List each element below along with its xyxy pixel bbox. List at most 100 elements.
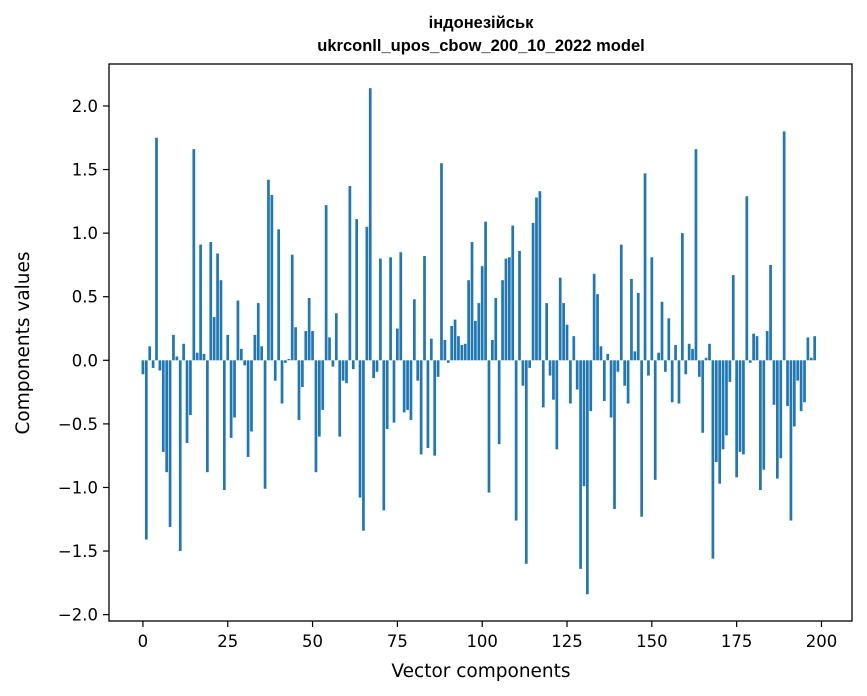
y-tick-label: −1.5 xyxy=(58,542,98,561)
bar-187 xyxy=(776,360,779,479)
bar-56 xyxy=(331,360,335,367)
bar-96 xyxy=(467,280,470,361)
bar-147 xyxy=(640,360,644,517)
bar-47 xyxy=(301,360,304,388)
bar-126 xyxy=(569,360,572,404)
bar-66 xyxy=(365,226,369,361)
bar-67 xyxy=(368,88,372,361)
bar-19 xyxy=(206,360,209,473)
bar-122 xyxy=(555,360,559,450)
bar-117 xyxy=(538,191,542,361)
bar-45 xyxy=(294,327,297,361)
bar-13 xyxy=(185,360,189,443)
bar-29 xyxy=(239,348,243,361)
bar-143 xyxy=(626,360,630,404)
bar-2 xyxy=(148,346,152,361)
bar-192 xyxy=(792,360,796,427)
bar-99 xyxy=(477,303,481,361)
bar-149 xyxy=(647,360,650,376)
y-tick-label: 1.5 xyxy=(72,161,98,180)
bar-160 xyxy=(684,360,688,375)
bar-154 xyxy=(664,360,667,372)
bar-170 xyxy=(718,360,722,484)
y-tick-label: 1.0 xyxy=(72,224,98,243)
bar-54 xyxy=(324,205,328,361)
bar-140 xyxy=(616,360,620,372)
bar-185 xyxy=(769,264,772,361)
bar-175 xyxy=(735,360,738,478)
bar-85 xyxy=(429,338,433,361)
bar-173 xyxy=(728,360,732,382)
bar-69 xyxy=(375,360,379,372)
bar-101 xyxy=(484,221,487,361)
bar-97 xyxy=(470,242,474,361)
y-axis-ticks: −2.0 −1.5 −1.0 −0.5 0.0 0.5 1.0 1.5 2.0 xyxy=(58,97,109,625)
x-tick-label: 50 xyxy=(302,632,323,651)
bar-125 xyxy=(565,324,569,361)
bar-42 xyxy=(284,360,287,363)
bar-137 xyxy=(606,353,610,361)
bar-55 xyxy=(328,337,331,361)
bar-178 xyxy=(745,196,749,361)
x-axis-ticks: 0 25 50 75 100 125 150 175 200 xyxy=(138,621,838,651)
bar-105 xyxy=(497,360,501,445)
bar-94 xyxy=(460,345,464,361)
bar-114 xyxy=(528,360,532,368)
bar-193 xyxy=(796,360,800,381)
plot-frame xyxy=(108,63,853,622)
bar-49 xyxy=(307,297,311,361)
bar-74 xyxy=(392,360,396,423)
bar-91 xyxy=(450,325,454,361)
bar-184 xyxy=(765,331,769,361)
bar-139 xyxy=(613,360,616,510)
bar-0 xyxy=(141,360,145,375)
bar-169 xyxy=(714,360,718,463)
bar-163 xyxy=(694,149,698,361)
bar-12 xyxy=(182,343,185,361)
bar-124 xyxy=(562,303,565,361)
x-tick-label: 125 xyxy=(551,632,583,651)
bar-71 xyxy=(382,360,386,511)
bar-68 xyxy=(372,360,375,379)
bar-186 xyxy=(772,360,776,405)
bar-152 xyxy=(657,352,660,361)
bar-183 xyxy=(762,360,766,470)
y-tick-label: 0.5 xyxy=(72,288,98,307)
bar-81 xyxy=(416,360,420,381)
bar-58 xyxy=(338,360,342,437)
y-tick-label: 0.0 xyxy=(72,351,98,370)
bar-98 xyxy=(474,320,477,361)
bar-176 xyxy=(738,360,742,452)
bar-16 xyxy=(195,352,199,361)
bar-20 xyxy=(209,242,213,361)
bar-194 xyxy=(799,360,803,412)
bar-50 xyxy=(311,331,314,361)
bar-100 xyxy=(480,266,484,361)
bar-48 xyxy=(304,331,308,361)
bar-9 xyxy=(172,334,175,361)
bar-23 xyxy=(219,280,223,361)
bar-146 xyxy=(636,292,640,361)
bar-161 xyxy=(687,343,691,361)
bar-32 xyxy=(250,360,253,432)
x-tick-label: 150 xyxy=(636,632,668,651)
y-axis-label: Components values xyxy=(13,251,34,434)
bar-11 xyxy=(178,360,182,552)
bar-52 xyxy=(317,360,321,437)
bar-89 xyxy=(443,339,447,361)
bar-92 xyxy=(453,319,457,361)
x-tick-label: 200 xyxy=(806,632,838,651)
bar-60 xyxy=(345,360,348,384)
bar-57 xyxy=(334,313,338,361)
bar-164 xyxy=(697,360,701,377)
bar-188 xyxy=(779,360,783,459)
bar-4 xyxy=(155,137,158,361)
bar-180 xyxy=(752,333,755,361)
bar-88 xyxy=(440,163,443,361)
bar-109 xyxy=(511,225,515,361)
bar-64 xyxy=(358,360,362,498)
bar-6 xyxy=(161,360,165,452)
bar-46 xyxy=(297,360,301,421)
bar-95 xyxy=(463,343,467,361)
